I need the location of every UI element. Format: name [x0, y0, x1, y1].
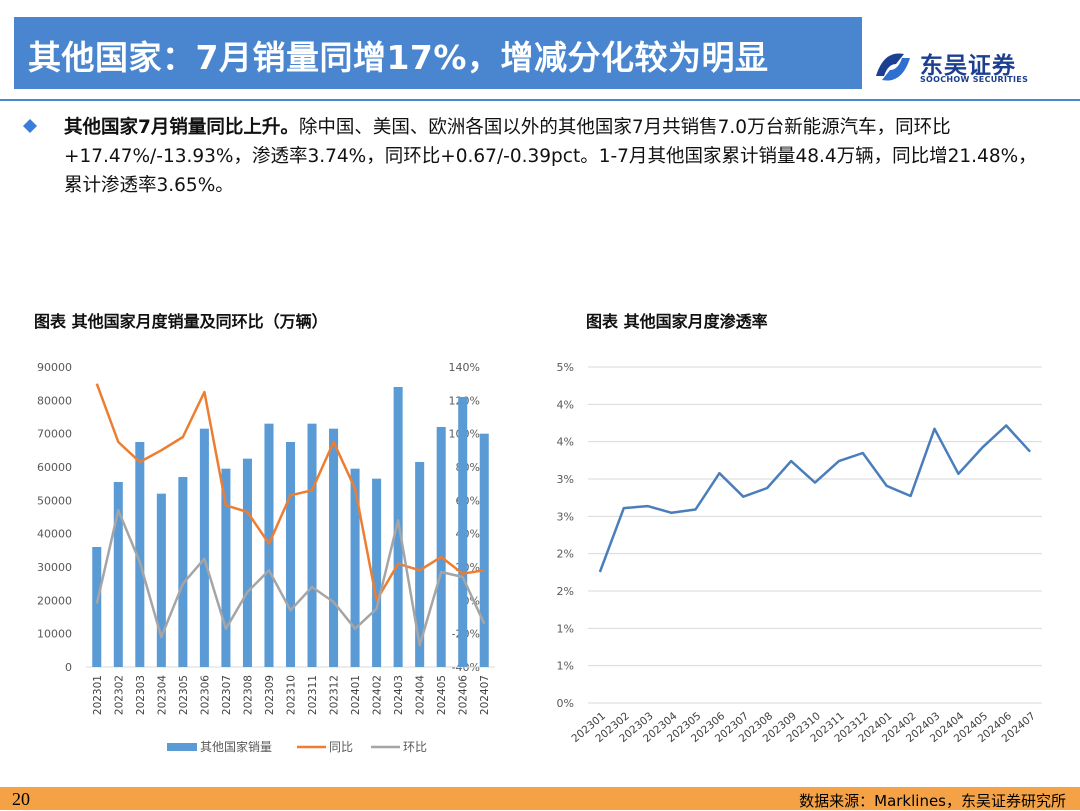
sales-bar	[329, 428, 339, 667]
sales-bar	[415, 462, 425, 667]
left-tick-label: 60000	[37, 461, 72, 474]
title-bar: 其他国家：7月销量同增17%，增减分化较为明显	[14, 17, 862, 89]
summary-lead: 其他国家7月销量同比上升。	[64, 117, 299, 138]
diamond-bullet-icon	[23, 119, 37, 133]
x-tick-label: 202311	[307, 675, 319, 715]
x-tick-label: 202401	[350, 675, 362, 715]
sales-bar	[221, 468, 231, 667]
x-tick-label: 202307	[221, 675, 233, 715]
y-tick-label: 3%	[557, 510, 574, 523]
x-tick-label: 202402	[372, 675, 384, 715]
sales-bar	[178, 477, 188, 667]
summary-text: 除中国、美国、欧洲各国以外的其他国家7月共销售7.0万台新能源汽车，同环比+17…	[64, 117, 1037, 196]
chart1-title: 图表 其他国家月度销量及同环比（万辆）	[34, 312, 328, 331]
left-tick-label: 20000	[37, 594, 72, 607]
legend-label-sales: 其他国家销量	[200, 739, 272, 754]
x-tick-label: 202404	[415, 675, 427, 715]
soochow-logo-icon	[876, 53, 910, 81]
footer-bar	[0, 787, 1080, 810]
y-tick-label: 1%	[557, 660, 574, 673]
sales-bar	[264, 423, 274, 667]
page-number: 20	[12, 789, 30, 809]
x-tick-label: 202303	[135, 675, 147, 715]
x-tick-label: 202405	[436, 675, 448, 715]
title-divider	[0, 99, 1080, 101]
sales-yoy-mom-chart: 0 10000 20000 30000 40000 50000 60000 70000 8000…	[37, 361, 495, 754]
sales-bar	[350, 468, 360, 667]
right-tick-label: 140%	[449, 361, 480, 374]
sales-bar	[372, 478, 382, 667]
penetration-line	[598, 424, 1032, 573]
x-tick-label: 202302	[113, 675, 125, 715]
x-tick-label: 202306	[199, 675, 211, 715]
page-title: 其他国家：7月销量同增17%，增减分化较为明显	[28, 38, 769, 77]
mom-line	[95, 509, 486, 647]
left-tick-label: 80000	[37, 394, 72, 407]
x-tick-label: 202403	[393, 675, 405, 715]
penetration-rate-chart: 0%1%1%2%2%3%3%4%4%5%20230120230220230320…	[557, 361, 1042, 745]
data-source: 数据来源：Marklines，东吴证券研究所	[799, 792, 1066, 810]
left-tick-label: 40000	[37, 528, 72, 541]
left-tick-label: 10000	[37, 628, 72, 641]
y-tick-label: 4%	[557, 436, 574, 449]
left-tick-label: 70000	[37, 428, 72, 441]
x-tick-label: 202304	[156, 675, 168, 715]
x-tick-label: 202310	[286, 675, 298, 715]
left-tick-label: 0	[65, 661, 72, 674]
left-tick-label: 90000	[37, 361, 72, 374]
x-tick-label: 202305	[178, 675, 190, 715]
logo-chinese-name: 东吴证券	[920, 53, 1016, 79]
y-tick-label: 2%	[557, 585, 574, 598]
x-tick-label: 202301	[92, 675, 104, 715]
sales-bar	[436, 427, 446, 667]
legend-swatch-sales	[167, 743, 197, 751]
x-tick-label: 202309	[264, 675, 276, 715]
logo-english-name: SOOCHOW SECURITIES	[920, 75, 1029, 84]
brand-logo: 东吴证券 SOOCHOW SECURITIES	[872, 44, 1072, 92]
legend-label-yoy: 同比	[329, 740, 353, 754]
sales-bar	[285, 442, 296, 667]
sales-bar	[113, 482, 123, 667]
sales-bar	[307, 423, 317, 667]
sales-bar	[156, 493, 166, 667]
y-tick-label: 2%	[557, 548, 574, 561]
x-tick-label: 202312	[329, 675, 341, 715]
chart2-title: 图表 其他国家月度渗透率	[586, 312, 768, 331]
y-tick-label: 5%	[557, 361, 574, 374]
x-tick-label: 202407	[479, 675, 491, 715]
y-tick-label: 3%	[557, 473, 574, 486]
x-tick-label: 202308	[242, 675, 254, 715]
yoy-line	[95, 383, 485, 602]
sales-bar	[135, 442, 145, 667]
x-tick-label: 202406	[458, 675, 470, 715]
y-tick-label: 1%	[557, 622, 574, 635]
left-tick-label: 30000	[37, 561, 72, 574]
legend-label-mom: 环比	[403, 740, 427, 754]
sales-bar	[458, 397, 468, 667]
summary-paragraph: 其他国家7月销量同比上升。除中国、美国、欧洲各国以外的其他国家7月共销售7.0万…	[64, 113, 1054, 200]
sales-bar	[92, 547, 102, 667]
y-tick-label: 0%	[557, 697, 574, 710]
sales-bar	[242, 458, 252, 667]
sales-bar	[199, 428, 209, 667]
y-tick-label: 4%	[557, 398, 574, 411]
left-tick-label: 50000	[37, 494, 72, 507]
sales-bar	[479, 433, 489, 667]
